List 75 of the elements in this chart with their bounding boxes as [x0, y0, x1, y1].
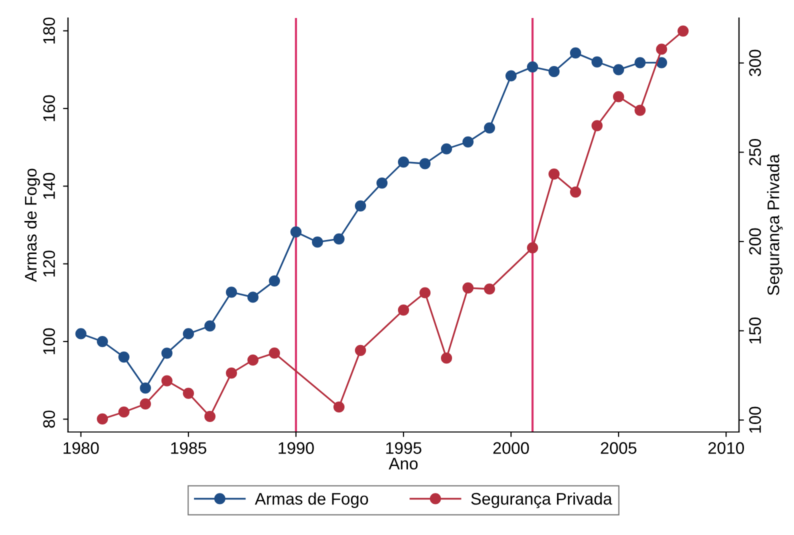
y-tick-label: 140 [43, 172, 55, 199]
y-tick-label: 80 [43, 410, 55, 428]
point [354, 344, 366, 356]
point [118, 406, 130, 418]
point [96, 413, 108, 425]
point [140, 382, 151, 394]
point [247, 354, 259, 366]
point [484, 122, 496, 134]
x-tick-label: 2005 [600, 442, 636, 454]
point [398, 156, 410, 168]
point [333, 233, 345, 245]
y-tick-label: 180 [43, 18, 55, 44]
point [440, 143, 452, 154]
point [592, 56, 603, 68]
point [462, 282, 474, 294]
point [226, 368, 238, 379]
point [548, 66, 560, 78]
y2-tick-label: 150 [749, 318, 761, 344]
legend-label: Segurança Privada [471, 492, 612, 508]
point [526, 61, 538, 72]
point [592, 120, 603, 132]
point [398, 304, 410, 316]
point [204, 410, 216, 422]
legend-label: Armas de Fogo [254, 492, 368, 508]
point [268, 348, 280, 359]
point [419, 287, 431, 298]
point [247, 292, 259, 303]
point [161, 375, 172, 386]
point [656, 44, 668, 55]
point [226, 286, 238, 298]
x-tick-label: 1990 [278, 442, 314, 454]
x-axis-title: Ano [388, 458, 418, 470]
point [204, 320, 216, 332]
point [634, 104, 646, 116]
point [462, 136, 474, 148]
point [505, 70, 517, 82]
point [354, 200, 366, 212]
x-tick-label: 1985 [171, 442, 206, 454]
point [570, 186, 582, 198]
y2-tick-label: 200 [749, 228, 761, 255]
point [75, 328, 86, 340]
point [678, 25, 689, 37]
y2-tick-label: 100 [749, 406, 761, 433]
x-tick-label: 2010 [708, 442, 744, 454]
point [140, 398, 151, 410]
y2-axis-title: Segurança Privada [767, 154, 783, 296]
point [613, 91, 624, 102]
point [526, 242, 538, 254]
x-tick-label: 1980 [64, 442, 99, 454]
point [634, 57, 646, 68]
x-tick-label: 2000 [493, 442, 529, 454]
y-tick-label: 120 [43, 250, 55, 276]
point [290, 226, 302, 238]
point [484, 283, 496, 295]
point [548, 168, 560, 180]
x-tick-label: 1995 [386, 442, 422, 454]
point [419, 158, 431, 170]
point [376, 178, 388, 189]
point [182, 328, 194, 340]
point [182, 388, 194, 399]
y-tick-label: 100 [43, 328, 55, 354]
y-axis-title: Armas de Fogo [24, 168, 40, 282]
point [118, 351, 130, 363]
y-tick-label: 160 [43, 95, 55, 122]
point [656, 57, 668, 68]
point [570, 47, 582, 59]
point [268, 275, 280, 286]
point [161, 348, 172, 359]
point [312, 236, 324, 248]
point [96, 336, 108, 348]
point [613, 64, 624, 76]
y2-tick-label: 250 [749, 139, 761, 166]
point [440, 352, 452, 364]
y2-tick-label: 300 [749, 50, 761, 76]
point [333, 401, 345, 413]
